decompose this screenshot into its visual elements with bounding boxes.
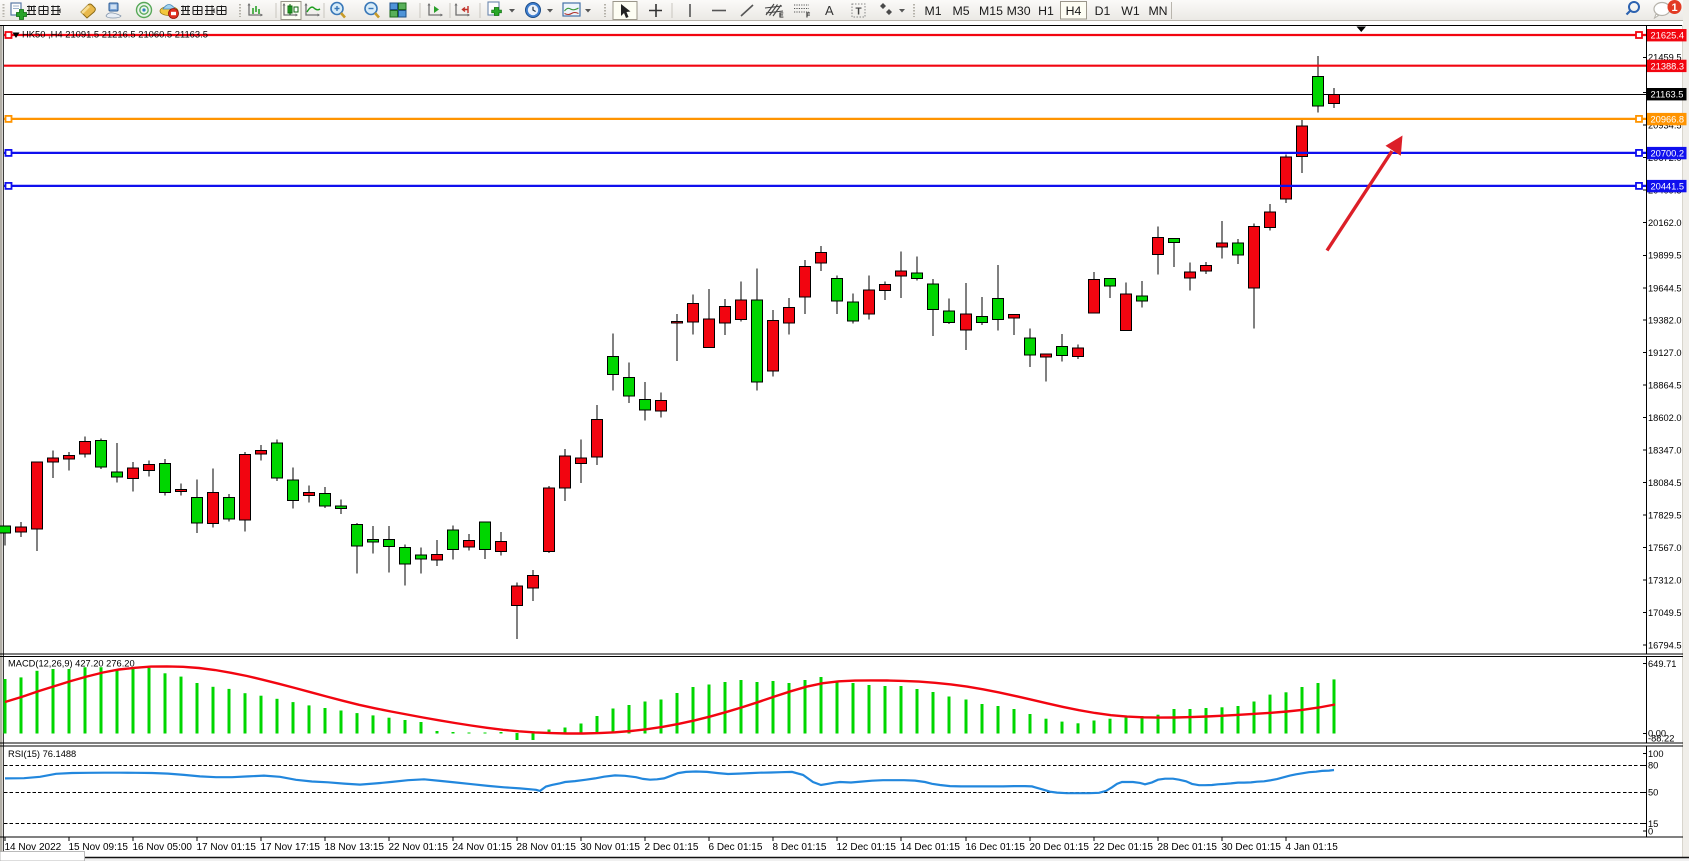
svg-text:28 Nov 01:15: 28 Nov 01:15 <box>517 842 577 853</box>
svg-text:28 Dec 01:15: 28 Dec 01:15 <box>1158 842 1218 853</box>
svg-text:24 Nov 01:15: 24 Nov 01:15 <box>453 842 513 853</box>
svg-text:W1: W1 <box>1121 4 1140 18</box>
svg-text:M1: M1 <box>924 4 941 18</box>
svg-text:4 Jan 01:15: 4 Jan 01:15 <box>1286 842 1339 853</box>
svg-text:22 Dec 01:15: 22 Dec 01:15 <box>1094 842 1154 853</box>
svg-text:21163.5: 21163.5 <box>1651 90 1684 100</box>
svg-text:21388.3: 21388.3 <box>1651 61 1685 71</box>
svg-text:16 Dec 01:15: 16 Dec 01:15 <box>966 842 1026 853</box>
svg-text:20441.5: 20441.5 <box>1651 182 1685 192</box>
svg-text:22 Nov 01:15: 22 Nov 01:15 <box>389 842 449 853</box>
svg-text:17312.0: 17312.0 <box>1648 575 1682 585</box>
svg-text:17 Nov 17:15: 17 Nov 17:15 <box>261 842 321 853</box>
svg-text:80: 80 <box>1648 761 1658 771</box>
svg-text:M15: M15 <box>979 4 1003 18</box>
svg-text:-88.22: -88.22 <box>1648 734 1674 744</box>
svg-text:18864.5: 18864.5 <box>1648 381 1682 391</box>
svg-text:18084.5: 18084.5 <box>1648 478 1682 488</box>
svg-text:17829.5: 17829.5 <box>1648 510 1682 520</box>
svg-text:16794.5: 16794.5 <box>1648 640 1682 650</box>
svg-text:17 Nov 01:15: 17 Nov 01:15 <box>197 842 257 853</box>
svg-text:D1: D1 <box>1095 4 1111 18</box>
svg-text:6 Dec 01:15: 6 Dec 01:15 <box>709 842 763 853</box>
svg-text:17049.5: 17049.5 <box>1648 608 1682 618</box>
svg-text:15: 15 <box>1648 819 1658 829</box>
svg-text:M5: M5 <box>952 4 969 18</box>
svg-text:14 Nov 2022: 14 Nov 2022 <box>5 842 62 853</box>
svg-text:21459.5: 21459.5 <box>1648 53 1682 63</box>
svg-text:A: A <box>825 3 834 18</box>
svg-text:19644.5: 19644.5 <box>1648 284 1682 294</box>
svg-text:H4: H4 <box>1066 4 1082 18</box>
svg-text:MACD(12,26,9) 427.20 276.20: MACD(12,26,9) 427.20 276.20 <box>8 659 135 669</box>
svg-text:50: 50 <box>1648 788 1658 798</box>
svg-text:16 Nov 05:00: 16 Nov 05:00 <box>133 842 193 853</box>
svg-text:20162.0: 20162.0 <box>1648 218 1682 228</box>
svg-text:14 Dec 01:15: 14 Dec 01:15 <box>901 842 961 853</box>
svg-text:H1: H1 <box>1038 4 1054 18</box>
svg-text:17567.0: 17567.0 <box>1648 543 1682 553</box>
svg-text:M30: M30 <box>1007 4 1031 18</box>
svg-text:2 Dec 01:15: 2 Dec 01:15 <box>645 842 699 853</box>
svg-text:0: 0 <box>1648 826 1653 836</box>
svg-text:F: F <box>806 13 811 20</box>
svg-text:19899.5: 19899.5 <box>1648 251 1682 261</box>
svg-text:18347.0: 18347.0 <box>1648 445 1682 455</box>
svg-text:18 Nov 13:15: 18 Nov 13:15 <box>325 842 385 853</box>
svg-text:15 Nov 09:15: 15 Nov 09:15 <box>69 842 129 853</box>
svg-text:100: 100 <box>1648 749 1664 759</box>
svg-text:T: T <box>856 7 862 18</box>
svg-text:20934.5: 20934.5 <box>1648 121 1682 131</box>
svg-text:19382.0: 19382.0 <box>1648 316 1682 326</box>
svg-text:18602.0: 18602.0 <box>1648 413 1682 423</box>
svg-text:30 Nov 01:15: 30 Nov 01:15 <box>581 842 641 853</box>
svg-text:649.71: 649.71 <box>1648 659 1676 669</box>
svg-text:8 Dec 01:15: 8 Dec 01:15 <box>773 842 827 853</box>
svg-text:1: 1 <box>1671 2 1677 14</box>
svg-text:0.00: 0.00 <box>1648 728 1666 738</box>
svg-text:20 Dec 01:15: 20 Dec 01:15 <box>1030 842 1090 853</box>
svg-text:12 Dec 01:15: 12 Dec 01:15 <box>837 842 897 853</box>
svg-text:21625.4: 21625.4 <box>1651 31 1685 41</box>
svg-text:30 Dec 01:15: 30 Dec 01:15 <box>1222 842 1282 853</box>
svg-text:RSI(15) 76.1488: RSI(15) 76.1488 <box>8 749 76 759</box>
svg-text:19127.0: 19127.0 <box>1648 348 1682 358</box>
svg-text:HK50 ,H4 21091.5 21216.5 2106: HK50 ,H4 21091.5 21216.5 21060.5 21163.5 <box>22 29 208 40</box>
svg-text:20700.2: 20700.2 <box>1651 149 1685 159</box>
svg-text:20966.8: 20966.8 <box>1651 115 1685 125</box>
svg-text:MN: MN <box>1148 4 1167 18</box>
svg-text:E: E <box>779 13 784 20</box>
